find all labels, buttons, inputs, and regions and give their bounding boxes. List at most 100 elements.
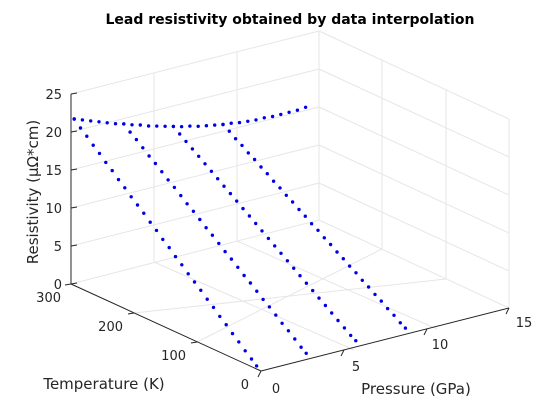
data-point-s0-25 bbox=[230, 331, 235, 336]
data-point-s3-15 bbox=[316, 228, 320, 232]
data-point-s2-9 bbox=[228, 191, 233, 196]
y-tick-label: 0 bbox=[241, 378, 249, 393]
data-point-s4-23 bbox=[262, 116, 266, 120]
data-point-s2-4 bbox=[197, 154, 201, 158]
data-point-s1-9 bbox=[179, 193, 183, 198]
data-points bbox=[72, 105, 408, 368]
data-point-s0-7 bbox=[116, 177, 121, 182]
x-axis-label: Pressure (GPa) bbox=[361, 380, 471, 398]
data-point-s0-29 bbox=[254, 364, 259, 368]
data-point-s1-4 bbox=[147, 154, 151, 158]
data-point-s4-6 bbox=[122, 122, 126, 126]
data-point-s4-20 bbox=[237, 120, 242, 125]
data-point-s0-17 bbox=[180, 263, 184, 267]
data-point-s3-5 bbox=[252, 157, 257, 162]
data-point-s2-20 bbox=[298, 274, 302, 278]
data-point-s0-9 bbox=[129, 195, 133, 199]
data-point-s3-4 bbox=[246, 151, 250, 155]
data-point-s2-5 bbox=[203, 162, 207, 166]
data-point-s2-7 bbox=[216, 177, 220, 181]
y-tick-label: 200 bbox=[98, 320, 123, 335]
data-point-s0-24 bbox=[224, 323, 228, 327]
data-point-s2-22 bbox=[311, 288, 315, 293]
data-point-s0-1 bbox=[78, 126, 83, 130]
data-point-s3-18 bbox=[335, 250, 339, 254]
data-point-s1-16 bbox=[223, 249, 227, 254]
data-point-s2-6 bbox=[209, 169, 214, 173]
data-point-s3-22 bbox=[360, 278, 364, 282]
data-point-s1-27 bbox=[293, 337, 297, 341]
data-point-s4-9 bbox=[146, 124, 151, 128]
data-point-s1-5 bbox=[153, 161, 158, 166]
data-point-s4-0 bbox=[72, 117, 76, 121]
axis-pressure bbox=[260, 307, 510, 372]
data-point-s2-1 bbox=[178, 132, 182, 136]
data-point-s4-2 bbox=[89, 119, 93, 123]
data-point-s2-13 bbox=[254, 221, 258, 226]
tick-marks bbox=[64, 92, 510, 378]
data-point-s0-13 bbox=[154, 228, 159, 233]
grid-side-temperature bbox=[318, 30, 510, 308]
data-point-s4-5 bbox=[113, 122, 118, 126]
data-point-s4-25 bbox=[279, 112, 283, 117]
z-tick-label: 15 bbox=[45, 164, 62, 179]
data-point-s0-4 bbox=[97, 151, 102, 156]
x-tick-label: 10 bbox=[432, 338, 449, 353]
data-point-s1-29 bbox=[304, 351, 308, 355]
data-point-s2-28 bbox=[349, 333, 353, 338]
data-point-s0-8 bbox=[123, 186, 127, 190]
data-point-s3-19 bbox=[341, 257, 345, 261]
data-point-s2-21 bbox=[304, 281, 309, 285]
data-point-s4-12 bbox=[171, 124, 176, 129]
data-point-s3-29 bbox=[403, 326, 408, 330]
data-point-s1-21 bbox=[255, 289, 259, 293]
data-point-s2-10 bbox=[235, 199, 239, 203]
data-point-s4-1 bbox=[80, 118, 85, 122]
data-point-s2-2 bbox=[184, 139, 188, 144]
data-point-s0-27 bbox=[243, 349, 247, 353]
z-tick-label: 0 bbox=[54, 278, 62, 293]
data-point-s0-18 bbox=[186, 272, 190, 276]
data-point-s3-10 bbox=[284, 193, 288, 197]
data-point-s1-13 bbox=[204, 226, 208, 230]
x-tick-label: 5 bbox=[352, 360, 360, 375]
data-point-s3-2 bbox=[233, 137, 238, 141]
data-point-s3-7 bbox=[265, 172, 269, 176]
data-point-s3-26 bbox=[385, 306, 390, 311]
data-point-s4-17 bbox=[213, 123, 217, 127]
data-point-s4-16 bbox=[204, 124, 209, 128]
z-axis-label: Resistivity (μΩ*cm) bbox=[24, 120, 42, 264]
data-point-s2-17 bbox=[279, 251, 283, 255]
data-point-s1-8 bbox=[172, 185, 177, 190]
data-point-s3-21 bbox=[354, 271, 358, 275]
data-point-s4-28 bbox=[303, 105, 308, 110]
grid-floor bbox=[70, 219, 510, 351]
data-point-s0-14 bbox=[161, 237, 165, 242]
data-point-s3-8 bbox=[271, 179, 276, 183]
data-point-s3-27 bbox=[392, 313, 396, 317]
z-tick-label: 20 bbox=[45, 126, 62, 141]
data-point-s0-20 bbox=[199, 288, 203, 292]
data-point-s1-19 bbox=[242, 273, 246, 278]
data-point-s3-14 bbox=[309, 222, 314, 226]
data-point-s1-18 bbox=[236, 265, 240, 269]
data-point-s4-15 bbox=[196, 124, 200, 128]
chart-title: Lead resistivity obtained by data interp… bbox=[106, 12, 475, 28]
data-point-s1-22 bbox=[261, 297, 265, 302]
data-point-s1-3 bbox=[141, 146, 145, 150]
data-point-s3-20 bbox=[347, 264, 352, 268]
data-point-s3-6 bbox=[259, 165, 263, 169]
data-point-s1-28 bbox=[299, 345, 303, 349]
y-tick-label: 100 bbox=[161, 349, 186, 364]
data-point-s4-10 bbox=[155, 124, 159, 128]
data-point-s2-18 bbox=[285, 259, 290, 263]
data-point-s1-1 bbox=[128, 130, 132, 134]
axis-temperature bbox=[70, 283, 262, 372]
data-point-s4-21 bbox=[246, 119, 250, 124]
data-point-s0-16 bbox=[173, 254, 178, 259]
data-point-s4-11 bbox=[163, 124, 167, 128]
data-point-s1-24 bbox=[274, 313, 278, 317]
grid-back-pressure bbox=[70, 30, 320, 262]
data-point-s1-12 bbox=[198, 217, 202, 222]
data-point-s2-26 bbox=[336, 318, 340, 323]
